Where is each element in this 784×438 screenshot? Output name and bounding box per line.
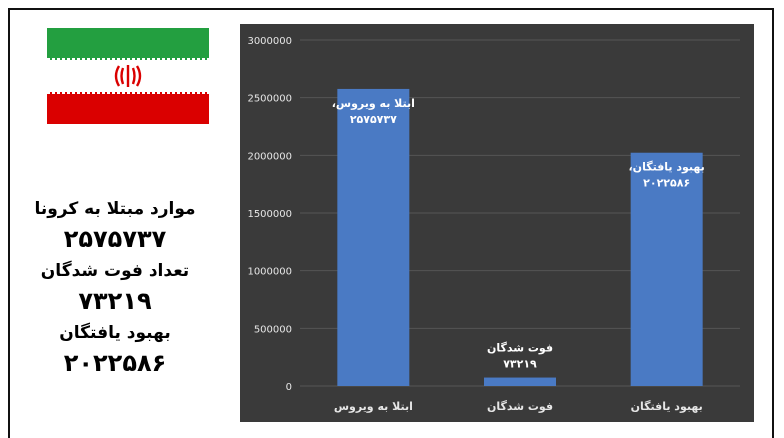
iran-flag — [47, 28, 209, 124]
data-label: بهبود یافتگان، ۲۰۲۲۵۸۶ — [629, 161, 705, 190]
y-tick-label: 3000000 — [247, 36, 292, 47]
infected-value: ۲۵۷۵۷۳۷ — [63, 225, 167, 253]
frame-border — [8, 8, 774, 438]
y-tick-label: 2500000 — [247, 94, 292, 105]
flag-red-stripe — [47, 92, 209, 124]
recovered-label: بهبود یافتگان — [59, 323, 171, 343]
deaths-label: تعداد فوت شدگان — [40, 261, 190, 281]
x-tick-label: ابتلا به ویروس — [334, 400, 413, 413]
y-tick-label: 2000000 — [247, 151, 292, 162]
flag-green-stripe — [47, 28, 209, 60]
y-tick-label: 1000000 — [247, 267, 292, 278]
x-tick-label: فوت شدگان — [487, 400, 553, 413]
recovered-value: ۲۰۲۲۵۸۶ — [63, 349, 167, 377]
y-tick-label: 1500000 — [247, 209, 292, 220]
bar — [630, 152, 703, 386]
deaths-value: ۷۳۲۱۹ — [78, 287, 152, 315]
data-label: فوت شدگان ۷۳۲۱۹ — [487, 342, 553, 371]
x-tick-label: بهبود یافتگان — [631, 400, 703, 413]
bar-chart: 0 500000 1000000 1500000 2000000 2500000 30000… — [240, 24, 754, 422]
bar — [484, 377, 556, 386]
bar — [337, 88, 410, 386]
iran-emblem-icon — [114, 65, 142, 87]
y-tick-label: 0 — [286, 382, 292, 393]
stats-panel: موارد مبتلا به کرونا ۲۵۷۵۷۳۷ تعداد فوت ش… — [20, 198, 210, 384]
infected-label: موارد مبتلا به کرونا — [34, 199, 196, 219]
data-label: ابتلا به ویروس، ۲۵۷۵۷۳۷ — [332, 97, 415, 126]
y-tick-label: 500000 — [254, 324, 292, 335]
